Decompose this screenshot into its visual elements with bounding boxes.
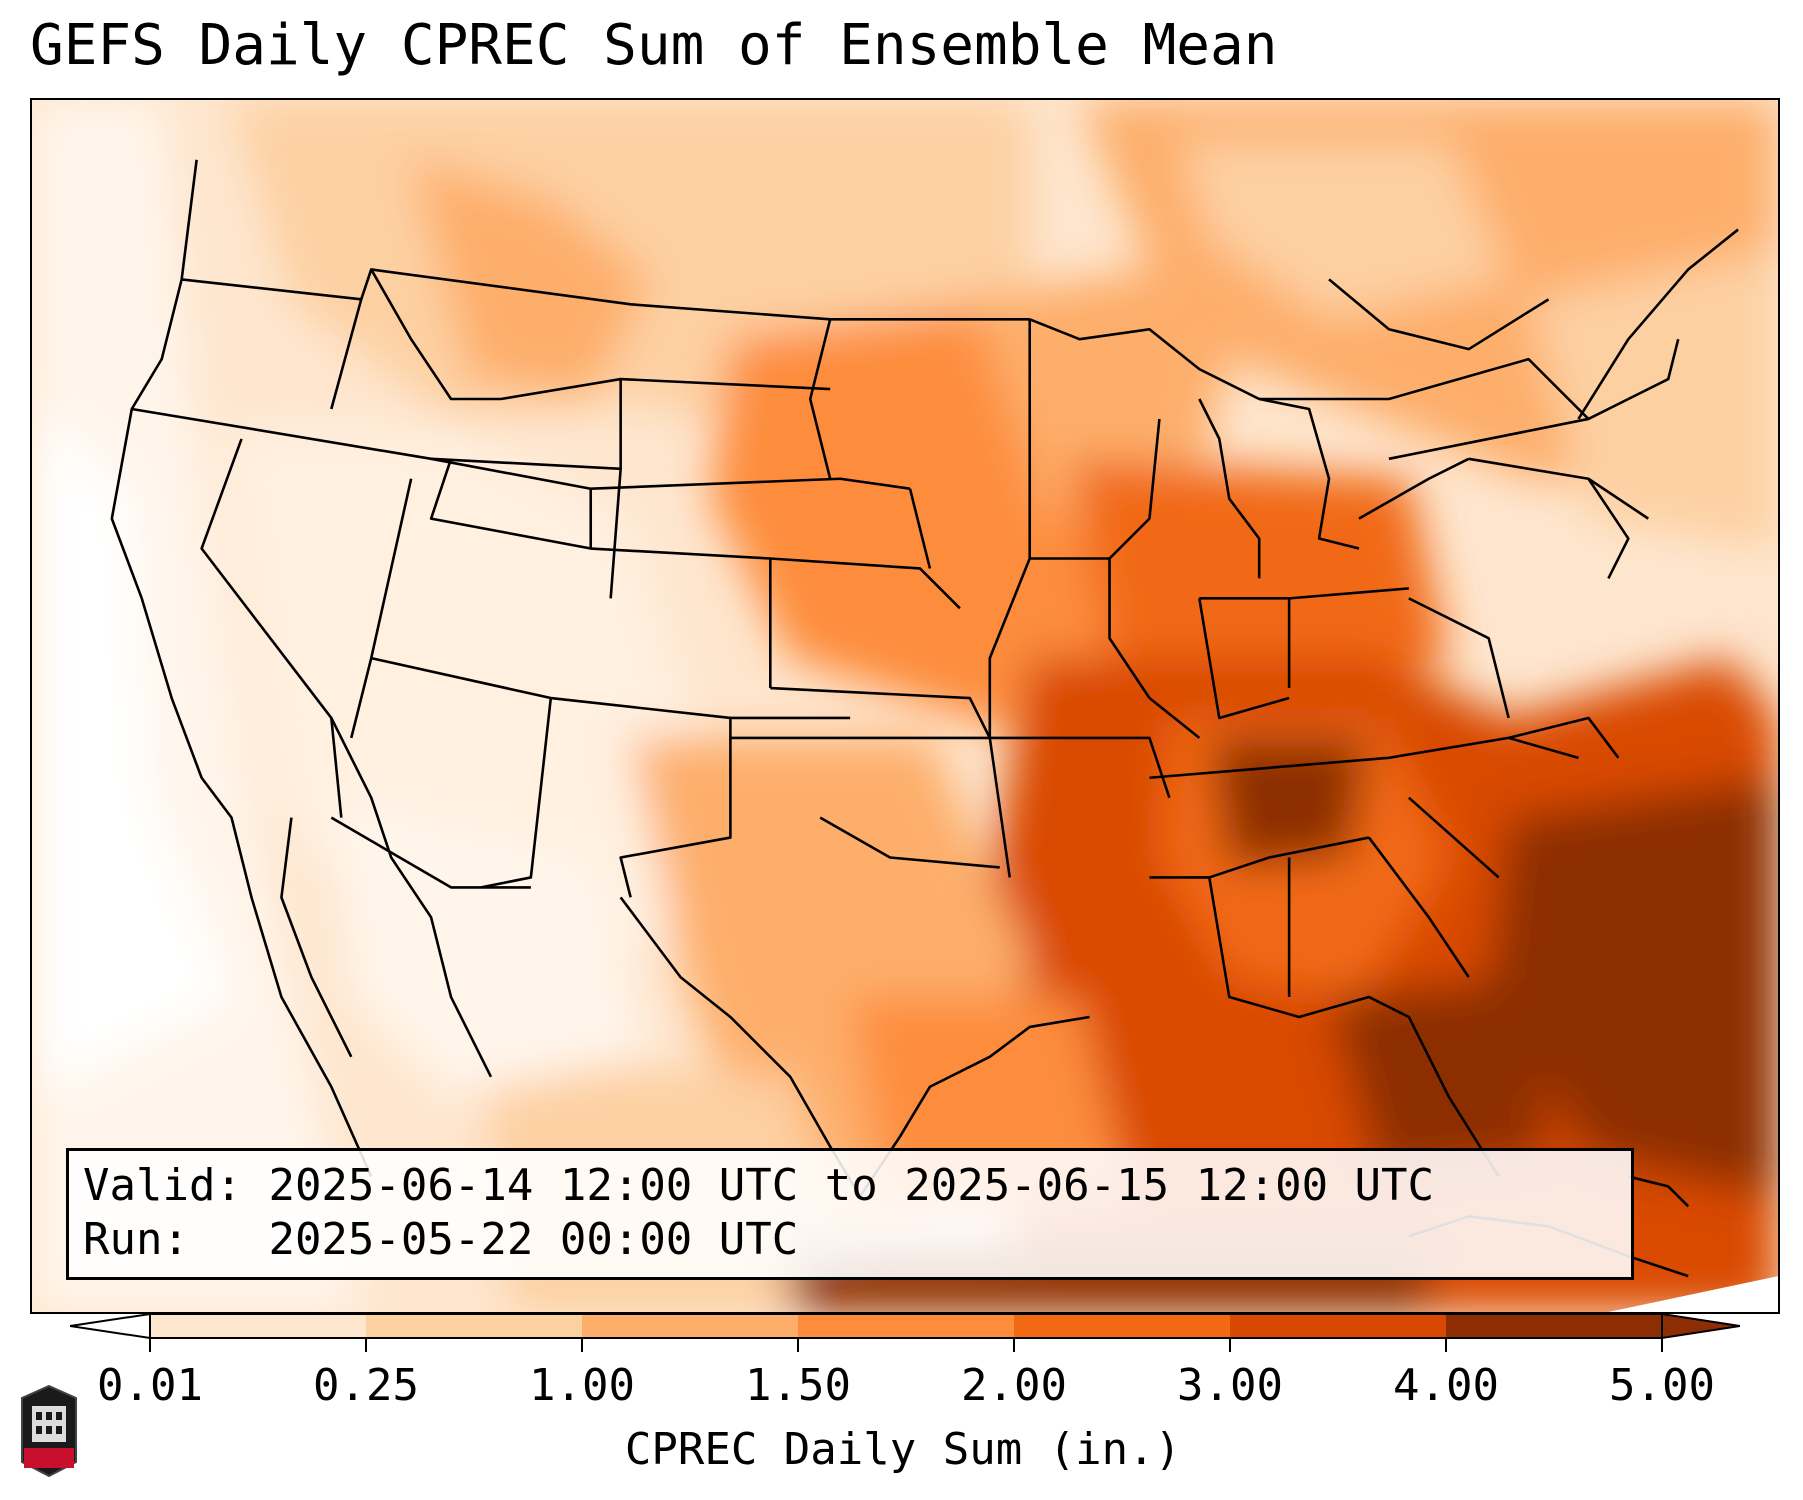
colorbar-extend-high (1661, 1312, 1740, 1340)
colorbar-tick-label: 1.00 (529, 1360, 635, 1411)
colorbar-tick-label: 0.25 (313, 1360, 419, 1411)
colorbar-tick-label: 5.00 (1609, 1360, 1715, 1411)
precipitation-map (32, 100, 1778, 1312)
colorbar-tick-label: 0.01 (97, 1360, 203, 1411)
colorbar-segment (366, 1314, 582, 1338)
colorbar-segment (1446, 1314, 1662, 1338)
colorbar-tick-label: 4.00 (1393, 1360, 1499, 1411)
info-box: Valid: 2025-06-14 12:00 UTC to 2025-06-1… (66, 1148, 1634, 1280)
colorbar-segment (798, 1314, 1014, 1338)
colorbar-segment (1230, 1314, 1446, 1338)
state-boundaries (110, 159, 1739, 1278)
run-value: 2025-05-22 00:00 UTC (268, 1214, 799, 1265)
map-title: GEFS Daily CPREC Sum of Ensemble Mean (30, 13, 1278, 78)
colorbar-tick-mark (1661, 1338, 1663, 1352)
run-label: Run: (83, 1214, 189, 1265)
colorbar-outline (149, 1313, 1663, 1339)
colorbar-tick-mark (149, 1338, 151, 1352)
niu-logo (21, 1384, 77, 1478)
colorbar-tick-mark (797, 1338, 799, 1352)
colorbar-tick-mark (365, 1338, 367, 1352)
colorbar-label: CPREC Daily Sum (in.) (624, 1424, 1182, 1475)
colorbar-tick-mark (1445, 1338, 1447, 1352)
colorbar-segment (1014, 1314, 1230, 1338)
map-frame (30, 98, 1780, 1314)
colorbar-tick-label: 3.00 (1177, 1360, 1283, 1411)
colorbar (70, 1312, 1740, 1340)
colorbar-segment (150, 1314, 366, 1338)
colorbar-segment (582, 1314, 798, 1338)
colorbar-tick-mark (1229, 1338, 1231, 1352)
valid-value: 2025-06-14 12:00 UTC to 2025-06-15 12:00… (268, 1160, 1435, 1211)
colorbar-tick-label: 2.00 (961, 1360, 1067, 1411)
colorbar-tick-mark (1013, 1338, 1015, 1352)
valid-label: Valid: (83, 1160, 242, 1211)
colorbar-extend-low (70, 1312, 151, 1340)
colorbar-tick-label: 1.50 (745, 1360, 851, 1411)
colorbar-tick-mark (581, 1338, 583, 1352)
